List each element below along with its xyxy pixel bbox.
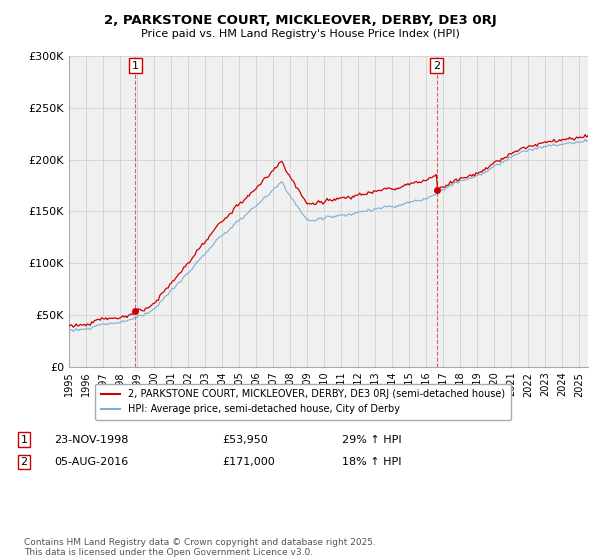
Text: 1: 1 — [20, 435, 28, 445]
Text: £171,000: £171,000 — [222, 457, 275, 467]
Text: 23-NOV-1998: 23-NOV-1998 — [54, 435, 128, 445]
Text: 29% ↑ HPI: 29% ↑ HPI — [342, 435, 401, 445]
Text: Price paid vs. HM Land Registry's House Price Index (HPI): Price paid vs. HM Land Registry's House … — [140, 29, 460, 39]
Text: 05-AUG-2016: 05-AUG-2016 — [54, 457, 128, 467]
Text: £53,950: £53,950 — [222, 435, 268, 445]
Text: 1: 1 — [132, 60, 139, 71]
Text: 2, PARKSTONE COURT, MICKLEOVER, DERBY, DE3 0RJ: 2, PARKSTONE COURT, MICKLEOVER, DERBY, D… — [104, 14, 496, 27]
Text: 18% ↑ HPI: 18% ↑ HPI — [342, 457, 401, 467]
Legend: 2, PARKSTONE COURT, MICKLEOVER, DERBY, DE3 0RJ (semi-detached house), HPI: Avera: 2, PARKSTONE COURT, MICKLEOVER, DERBY, D… — [95, 384, 511, 420]
Text: 2: 2 — [433, 60, 440, 71]
Text: Contains HM Land Registry data © Crown copyright and database right 2025.
This d: Contains HM Land Registry data © Crown c… — [24, 538, 376, 557]
Text: 2: 2 — [20, 457, 28, 467]
